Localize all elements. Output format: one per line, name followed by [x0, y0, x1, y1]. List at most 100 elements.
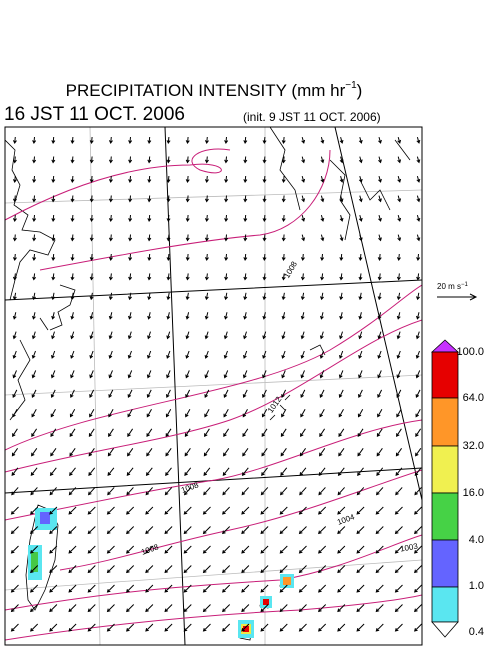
- wind-arrow: [223, 389, 229, 398]
- wind-arrow: [375, 623, 384, 632]
- wind-arrow: [68, 526, 77, 535]
- wind-scale-exponent: −1: [461, 282, 469, 288]
- wind-arrow: [300, 273, 305, 281]
- wind-arrow: [279, 584, 288, 593]
- wind-arrow: [10, 584, 19, 593]
- wind-arrow: [320, 175, 325, 183]
- wind-arrow: [164, 565, 173, 574]
- wind-arrow: [262, 156, 267, 164]
- wind-arrow: [260, 526, 269, 535]
- wind-arrow: [301, 136, 306, 144]
- wind-arrow: [318, 604, 327, 613]
- wind-arrow: [12, 409, 18, 418]
- wind-arrow: [32, 156, 37, 164]
- wind-arrow: [32, 312, 36, 320]
- wind-arrow: [126, 506, 135, 515]
- wind-arrow: [68, 584, 77, 593]
- wind-arrow: [51, 214, 56, 222]
- wind-arrow: [378, 234, 382, 242]
- wind-arrow: [30, 584, 39, 593]
- wind-arrow: [243, 195, 248, 203]
- wind-arrow: [87, 584, 96, 593]
- wind-arrow: [184, 428, 191, 438]
- wind-arrow: [147, 136, 152, 144]
- wind-arrow: [147, 312, 152, 320]
- wind-arrow: [396, 273, 401, 281]
- wind-arrow: [281, 234, 286, 242]
- wind-arrow: [49, 565, 58, 574]
- wind-arrow: [262, 136, 267, 144]
- isobar-label: 1008: [140, 542, 160, 557]
- wind-arrow: [70, 195, 75, 203]
- wind-arrow: [127, 370, 133, 379]
- isobar-label: 1004: [336, 512, 356, 527]
- wind-arrow: [243, 214, 248, 222]
- wind-arrow: [185, 175, 190, 183]
- title-text: PRECIPITATION INTENSITY (mm hr: [66, 81, 346, 100]
- wind-arrow: [51, 195, 56, 203]
- wind-arrow: [415, 370, 421, 379]
- wind-arrow: [356, 623, 365, 632]
- wind-arrow: [108, 312, 113, 320]
- wind-arrow: [89, 175, 94, 183]
- wind-arrow: [357, 467, 364, 476]
- wind-arrow: [108, 273, 113, 281]
- wind-arrow: [32, 234, 37, 242]
- wind-arrow: [147, 234, 152, 242]
- wind-arrow: [358, 292, 363, 301]
- wind-arrow: [166, 195, 171, 203]
- wind-arrow: [261, 428, 268, 438]
- wind-arrow: [339, 195, 344, 203]
- wind-arrow: [397, 234, 402, 242]
- wind-arrow: [262, 350, 267, 359]
- title-exponent: −1: [345, 80, 357, 91]
- wind-arrow: [202, 545, 211, 554]
- wind-arrow: [164, 526, 173, 535]
- wind-arrow: [68, 604, 77, 613]
- wind-arrow: [204, 195, 209, 203]
- wind-arrow: [224, 214, 229, 222]
- wind-arrow: [204, 350, 209, 359]
- wind-arrow: [337, 545, 346, 554]
- wind-arrow: [88, 428, 95, 438]
- graticule: [5, 127, 422, 645]
- wind-arrow: [184, 448, 191, 457]
- wind-arrow: [145, 623, 154, 632]
- wind-arrow: [279, 487, 288, 496]
- colorbar-label: 0.4: [469, 626, 484, 638]
- wind-arrow: [279, 565, 288, 574]
- wind-arrow: [10, 604, 19, 613]
- wind-arrow: [127, 448, 134, 457]
- wind-arrow: [51, 136, 56, 144]
- wind-arrow: [183, 487, 192, 496]
- wind-arrow: [339, 175, 344, 183]
- wind-arrow: [185, 214, 190, 222]
- wind-arrow: [30, 604, 39, 613]
- wind-arrow: [299, 467, 307, 476]
- wind-arrow: [318, 545, 327, 554]
- wind-arrow: [376, 428, 383, 438]
- wind-arrow: [183, 545, 192, 554]
- wind-arrow: [87, 506, 96, 515]
- wind-arrow: [396, 253, 401, 261]
- wind-arrow: [415, 350, 420, 359]
- wind-arrow: [241, 487, 249, 496]
- wind-arrow: [261, 467, 268, 476]
- wind-arrow: [147, 175, 152, 183]
- wind-arrow: [185, 195, 190, 203]
- wind-arrow: [319, 350, 324, 359]
- wind-arrow: [241, 623, 250, 632]
- wind-arrow: [126, 487, 134, 496]
- wind-arrow: [147, 214, 152, 222]
- colorbar-labels: 100.0 64.0 32.0 16.0 4.0 1.0 0.4: [456, 346, 484, 638]
- wind-arrow: [243, 331, 247, 340]
- wind-arrow: [222, 487, 230, 496]
- wind-arrow: [395, 467, 403, 476]
- wind-arrow: [11, 448, 19, 457]
- wind-arrow: [375, 487, 384, 496]
- wind-arrow: [51, 234, 56, 242]
- wind-arrow: [338, 428, 345, 438]
- wind-arrow: [262, 253, 267, 261]
- wind-arrow: [166, 175, 171, 183]
- wind-arrow: [12, 214, 17, 222]
